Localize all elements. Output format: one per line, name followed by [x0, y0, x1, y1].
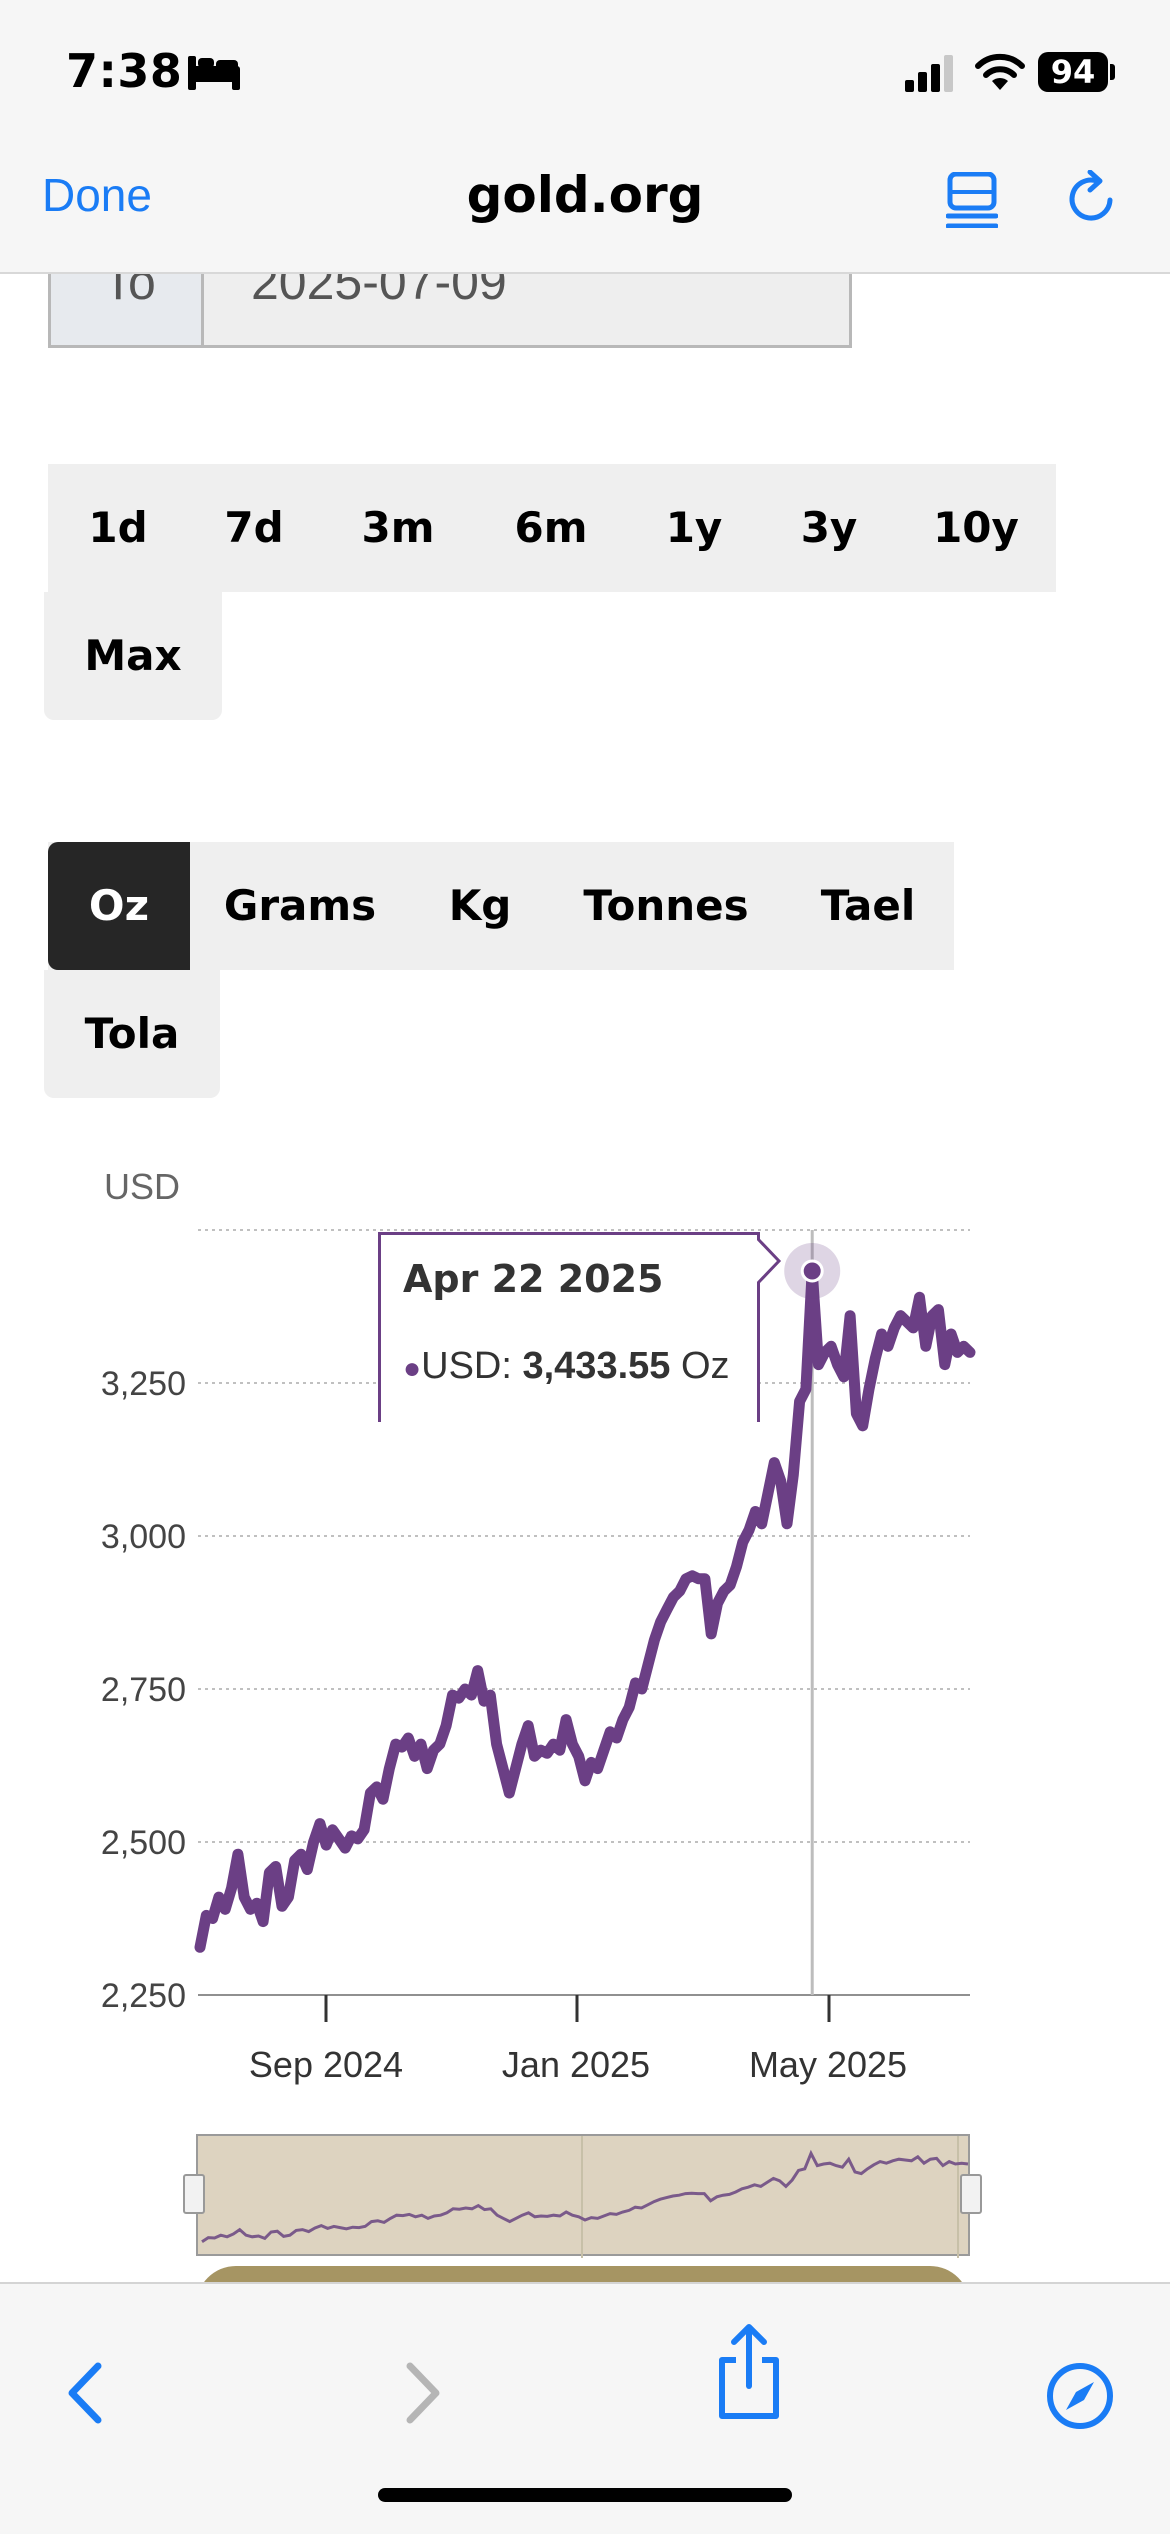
unit-button-grams[interactable]: Grams [190, 842, 410, 970]
unit-button-tola[interactable]: Tola [44, 970, 220, 1098]
y-tick-label: 3,250 [100, 1365, 186, 1403]
period-button-max[interactable]: Max [44, 592, 222, 720]
wifi-icon [975, 53, 1025, 90]
compass-icon[interactable] [1044, 2360, 1116, 2432]
unit-button-tonnes[interactable]: Tonnes [550, 842, 782, 970]
y-tick-label: 2,500 [100, 1824, 186, 1862]
y-tick-label: 2,250 [100, 1977, 186, 2015]
navigator-left-handle[interactable] [183, 2174, 205, 2214]
browser-top-bar: 7:38 94 Done gold.org [0, 0, 1170, 274]
unit-button-oz[interactable]: Oz [48, 842, 190, 970]
y-axis-unit-label: USD [104, 1166, 181, 1207]
unit-button-tael[interactable]: Tael [782, 842, 954, 970]
y-tick-label: 2,750 [100, 1671, 186, 1709]
cellular-signal-icon [905, 55, 953, 92]
x-tick-label: Jan 2025 [501, 2044, 651, 2085]
status-time: 7:38 [66, 44, 183, 98]
period-button-3y[interactable]: 3y [762, 464, 896, 592]
reload-icon[interactable] [1064, 170, 1120, 226]
share-icon[interactable] [716, 2322, 782, 2422]
tooltip-value-line: ●USD: 3,433.55 Oz [403, 1345, 730, 1388]
home-indicator [378, 2488, 792, 2502]
tooltip-pointer [757, 1238, 782, 1284]
site-title[interactable]: gold.org [466, 166, 704, 224]
series-dot-icon: ● [403, 1352, 422, 1385]
tooltip-unit: Oz [680, 1345, 730, 1387]
tooltip-date: Apr 22 2025 [403, 1257, 664, 1301]
tooltip-value: 3,433.55 [522, 1345, 671, 1387]
chart-tooltip: Apr 22 2025 ●USD: 3,433.55 Oz [378, 1232, 760, 1422]
price-series-line [194, 1265, 976, 1953]
navigator-series [201, 2136, 969, 2258]
period-button-3m[interactable]: 3m [320, 464, 476, 592]
battery-indicator: 94 [1038, 52, 1108, 92]
done-button[interactable]: Done [42, 169, 152, 221]
forward-icon[interactable] [402, 2360, 446, 2426]
back-icon[interactable] [62, 2360, 106, 2426]
unit-button-kg[interactable]: Kg [410, 842, 550, 970]
x-tick-label: Sep 2024 [248, 2044, 404, 2085]
x-tick-label: May 2025 [748, 2044, 908, 2085]
period-button-10y[interactable]: 10y [896, 464, 1056, 592]
tooltip-series-name: USD: [421, 1345, 512, 1387]
battery-cap [1110, 64, 1115, 80]
hover-point[interactable] [800, 1259, 824, 1283]
period-button-1d[interactable]: 1d [48, 464, 188, 592]
navigator-right-handle[interactable] [960, 2174, 982, 2214]
reader-view-icon[interactable] [946, 172, 998, 228]
period-button-6m[interactable]: 6m [476, 464, 626, 592]
chart-navigator[interactable] [196, 2134, 970, 2258]
period-button-1y[interactable]: 1y [626, 464, 762, 592]
bed-icon [188, 56, 240, 90]
period-button-7d[interactable]: 7d [188, 464, 320, 592]
y-tick-label: 3,000 [100, 1518, 186, 1556]
